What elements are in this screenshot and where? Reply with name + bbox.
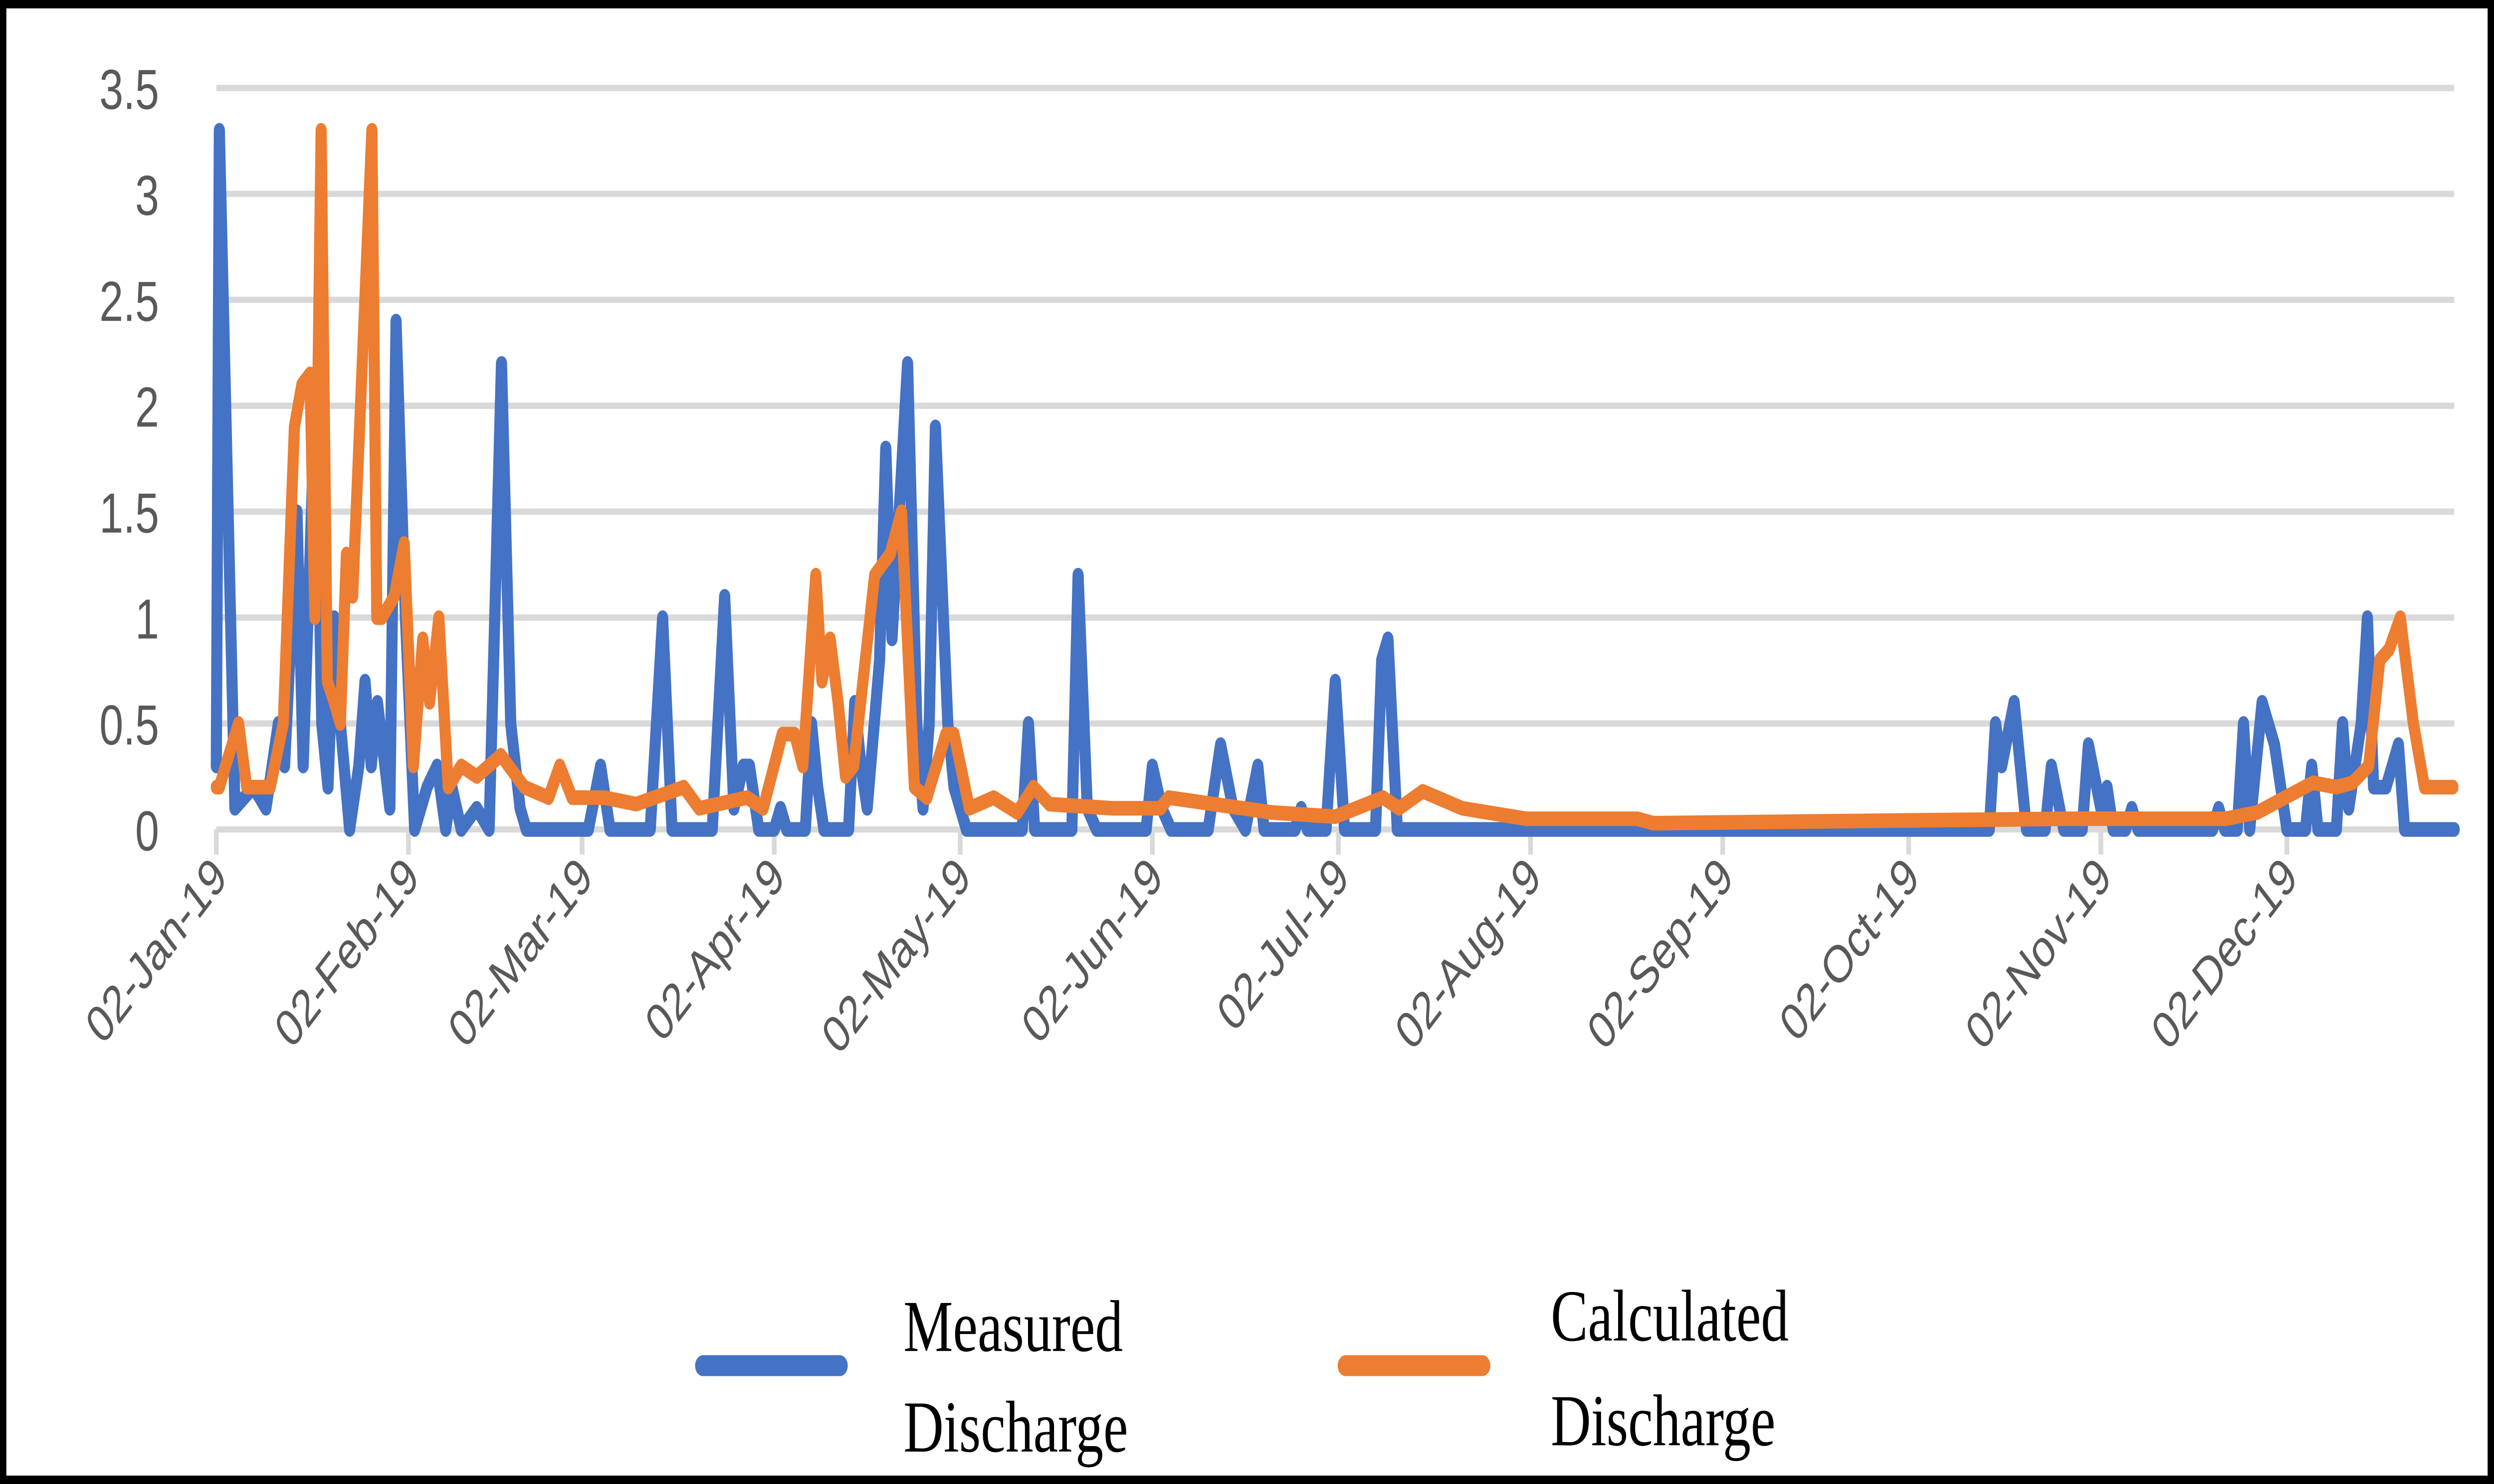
y-tick-label: 2 xyxy=(135,376,159,439)
y-axis-ticks: 0 0.5 1 1.5 2 2.5 3 3.5 xyxy=(99,58,159,863)
legend-label-calculated-line2: Discharge xyxy=(1551,1381,1775,1462)
y-tick-label: 3 xyxy=(135,164,159,227)
series-line-measured xyxy=(210,123,2460,837)
series-line-calculated xyxy=(210,123,2459,831)
y-tick-label: 3.5 xyxy=(99,58,159,121)
y-tick-label: 0 xyxy=(135,800,159,863)
legend-item-calculated[interactable]: Calculated Discharge xyxy=(1337,1276,1789,1462)
y-tick-label: 2.5 xyxy=(99,270,159,333)
y-tick-label: 0.5 xyxy=(99,694,159,757)
legend-label-measured-line1: Measured xyxy=(903,1287,1123,1367)
y-tick-label: 1.5 xyxy=(99,482,159,545)
legend: Measured Discharge Calculated Discharge xyxy=(695,1276,1789,1468)
y-tick-label: 1 xyxy=(135,588,159,651)
legend-label-calculated-line1: Calculated xyxy=(1551,1276,1789,1357)
series-lines xyxy=(210,123,2460,837)
legend-item-measured[interactable]: Measured Discharge xyxy=(695,1287,1128,1468)
legend-label-measured-line2: Discharge xyxy=(903,1387,1128,1468)
